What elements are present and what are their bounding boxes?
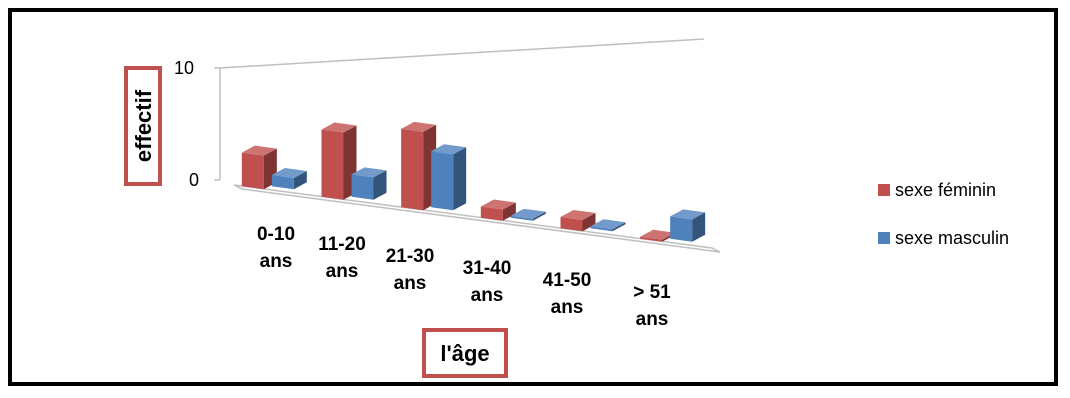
bar-top-face xyxy=(590,219,626,230)
bar-side-face xyxy=(293,171,307,190)
legend: sexe féminin sexe masculin xyxy=(878,180,1009,248)
bar-masculin-3 xyxy=(510,208,546,221)
x-axis-title: l'âge xyxy=(422,328,508,378)
bar-front-face xyxy=(321,129,344,200)
legend-label-masculin: sexe masculin xyxy=(895,228,1009,248)
bar-top-face xyxy=(431,144,467,155)
chart-floor xyxy=(233,184,721,253)
bar-front-face xyxy=(560,217,583,232)
bar-top-face xyxy=(670,209,706,220)
y-tick-label: 0 xyxy=(189,170,199,190)
bar-side-face xyxy=(502,202,516,221)
x-category-labels: 0-10 ans 11-20 ans 21-30 ans 31-40 ans 41-50 ans >… xyxy=(257,224,671,330)
bar-masculin-2 xyxy=(431,144,467,211)
legend-swatch-masculin xyxy=(878,232,890,244)
bar-feminin-2 xyxy=(401,121,437,211)
bar-masculin-0 xyxy=(271,168,307,190)
bar-front-face xyxy=(590,226,613,232)
bar-front-face xyxy=(351,174,374,200)
bar-front-face xyxy=(401,128,424,211)
x-category-label-2: 21-30 ans xyxy=(386,246,435,294)
bar-top-face xyxy=(510,208,546,219)
bar-front-face xyxy=(640,236,663,242)
bar-side-face xyxy=(582,213,596,232)
chart-frame: 0 10 0-10 ans 11-20 ans 21-30 ans 31-40 ans 41-50… xyxy=(8,8,1058,386)
x-axis-title-text: l'âge xyxy=(440,341,489,366)
bar-top-face xyxy=(271,168,307,179)
bar-top-face xyxy=(351,167,387,178)
bar-side-face xyxy=(532,211,546,221)
bar-front-face xyxy=(431,151,454,211)
legend-swatch-feminin xyxy=(878,184,890,196)
bar-feminin-4 xyxy=(560,210,596,232)
bar-front-face xyxy=(480,206,503,221)
bar-side-face xyxy=(612,222,626,232)
bar-front-face xyxy=(241,152,264,190)
bar-top-face xyxy=(321,122,357,133)
bar-side-face xyxy=(453,147,467,211)
x-category-label-3: 31-40 ans xyxy=(463,258,512,306)
bar-top-face xyxy=(401,121,437,132)
bar-masculin-5 xyxy=(670,209,706,242)
bar-front-face xyxy=(510,215,533,221)
bar-side-face xyxy=(692,212,706,242)
y-tick-label: 10 xyxy=(174,58,194,78)
x-category-label-5: > 51 ans xyxy=(633,282,671,330)
bars-group xyxy=(241,121,706,242)
x-category-label-1: 11-20 ans xyxy=(318,234,366,282)
bar-side-face xyxy=(373,170,387,200)
bar-feminin-0 xyxy=(241,145,277,190)
bar-feminin-1 xyxy=(321,122,357,200)
x-axis-title-box xyxy=(422,328,508,378)
bar-top-face xyxy=(640,229,676,240)
y-axis-title-box xyxy=(124,66,162,186)
bar-top-face xyxy=(241,145,277,156)
x-category-label-4: 41-50 ans xyxy=(543,270,592,318)
y-axis-title: effectif xyxy=(124,66,162,186)
bar-top-face xyxy=(560,210,596,221)
y-tick-lines xyxy=(214,67,220,181)
bar-masculin-4 xyxy=(590,219,626,232)
bar-masculin-1 xyxy=(351,167,387,200)
y-tick-labels: 0 10 xyxy=(174,58,199,190)
bar-feminin-3 xyxy=(480,199,516,221)
legend-label-feminin: sexe féminin xyxy=(895,180,996,200)
y-axis-title-text: effectif xyxy=(131,89,156,162)
chart-canvas: 0 10 0-10 ans 11-20 ans 21-30 ans 31-40 ans 41-50… xyxy=(124,38,1009,378)
bar-top-face xyxy=(480,199,516,210)
bar-front-face xyxy=(670,216,693,242)
x-category-label-0: 0-10 ans xyxy=(257,224,295,272)
bar-front-face xyxy=(271,175,294,190)
